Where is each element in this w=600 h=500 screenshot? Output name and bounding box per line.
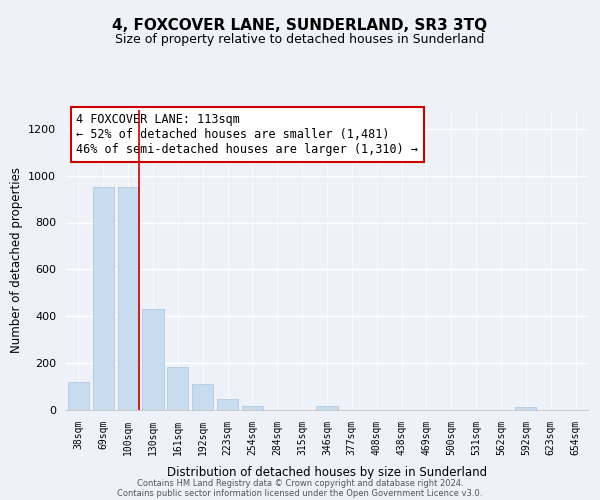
Bar — [118, 188, 139, 410]
Text: Size of property relative to detached houses in Sunderland: Size of property relative to detached ho… — [115, 32, 485, 46]
Bar — [515, 407, 536, 410]
Bar — [68, 382, 89, 410]
Bar — [167, 366, 188, 410]
Bar — [192, 384, 213, 410]
Bar — [242, 406, 263, 410]
Text: 4, FOXCOVER LANE, SUNDERLAND, SR3 3TQ: 4, FOXCOVER LANE, SUNDERLAND, SR3 3TQ — [112, 18, 488, 32]
Y-axis label: Number of detached properties: Number of detached properties — [10, 167, 23, 353]
Text: Contains HM Land Registry data © Crown copyright and database right 2024.: Contains HM Land Registry data © Crown c… — [137, 478, 463, 488]
X-axis label: Distribution of detached houses by size in Sunderland: Distribution of detached houses by size … — [167, 466, 487, 479]
Bar — [93, 188, 114, 410]
Bar — [217, 399, 238, 410]
Bar — [142, 309, 164, 410]
Text: Contains public sector information licensed under the Open Government Licence v3: Contains public sector information licen… — [118, 488, 482, 498]
Bar — [316, 406, 338, 410]
Text: 4 FOXCOVER LANE: 113sqm
← 52% of detached houses are smaller (1,481)
46% of semi: 4 FOXCOVER LANE: 113sqm ← 52% of detache… — [76, 113, 418, 156]
